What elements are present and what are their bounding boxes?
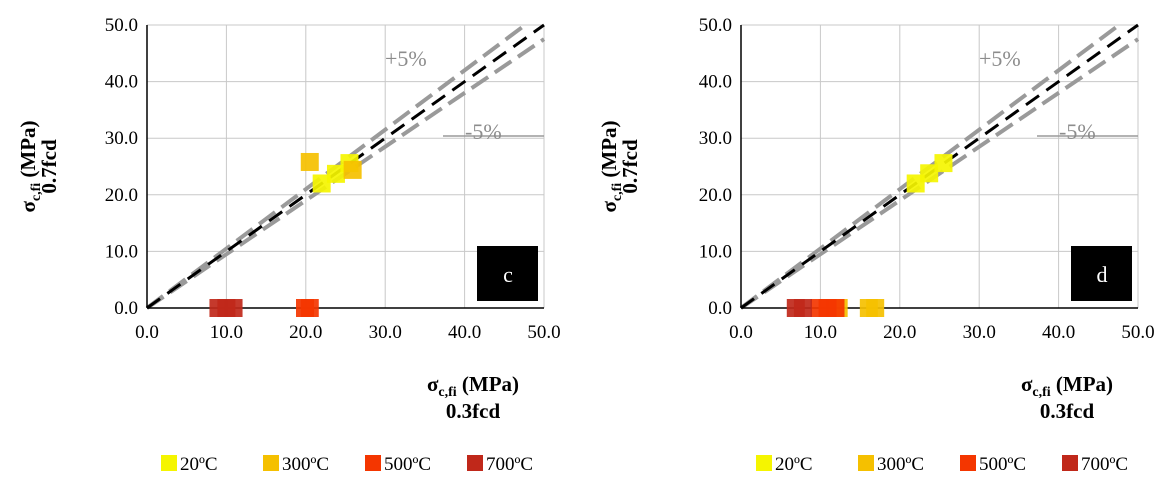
y-axis-title-subscript: c,fi [29,183,44,201]
plus-5-percent-label: +5% [385,46,427,71]
x-tick-label: 50.0 [1121,322,1154,343]
x-axis-title-symbol: σ [1021,372,1033,396]
x-axis-title-subscript: c,fi [438,385,456,400]
legend-label: 20ºC [180,454,218,475]
equality-line [146,23,545,310]
legend-swatch [858,455,874,471]
minus-5-percent-label: -5% [465,119,502,144]
panel-label: c [503,262,513,287]
plus-5-percent-label: +5% [979,46,1021,71]
legend-label: 300ºC [877,454,924,475]
data-point-1 [343,160,362,179]
x-tick-label: 40.0 [448,322,481,343]
y-tick-label: 10.0 [699,241,732,262]
x-tick-label: 0.0 [135,322,159,343]
x-axis-title: σc,fi (MPa) [427,372,519,400]
x-tick-label: 20.0 [289,322,322,343]
data-point-0 [934,154,953,173]
data-point-1 [300,152,319,171]
x-tick-label: 40.0 [1042,322,1075,343]
x-axis-title-unit: (MPa) [1051,372,1113,396]
panel-label-box [477,246,538,301]
legend-swatch [756,455,772,471]
legend-swatch [161,455,177,471]
x-tick-label: 10.0 [210,322,243,343]
y-tick-label: 30.0 [699,128,732,149]
y-axis-title-line2: 0.7fcd [37,139,61,194]
chart-panel-d: +5% -5% 0.0 10.0 20.0 30.0 40.0 50.0 0.0 10.0 20.0… [581,0,1162,477]
x-tick-label: 0.0 [729,322,753,343]
y-tick-label: 10.0 [105,241,138,262]
x-axis-title-subscript: c,fi [1032,385,1050,400]
chart-d: +5% -5% 0.0 10.0 20.0 30.0 40.0 50.0 0.0 10.0 20.0… [597,15,1155,475]
y-axis-title: σc,fi (MPa) [16,120,44,212]
y-tick-label: 0.0 [708,298,732,319]
x-axis-title: σc,fi (MPa) [1021,372,1113,400]
data-point-2 [826,299,845,317]
data-point-2 [300,299,319,317]
panel-label-box [1071,246,1132,301]
legend-label: 20ºC [775,454,813,475]
panel-label: d [1097,262,1108,287]
legend-swatch [1062,455,1078,471]
legend-swatch [960,455,976,471]
data-point-0 [312,174,331,193]
x-tick-label: 10.0 [804,322,837,343]
legend-label: 500ºC [979,454,1026,475]
x-tick-label: 30.0 [369,322,402,343]
y-axis-title-unit: (MPa) [16,120,40,182]
x-axis-title-symbol: σ [427,372,439,396]
legend-swatch [467,455,483,471]
y-axis-title-symbol: σ [16,201,40,213]
y-tick-label: 30.0 [105,128,138,149]
legend-label: 700ºC [1081,454,1128,475]
gridlines [740,24,1139,309]
x-tick-label: 30.0 [963,322,996,343]
equality-line [740,23,1139,310]
y-tick-label: 40.0 [699,72,732,93]
legend-label: 700ºC [486,454,533,475]
y-tick-label: 0.0 [114,298,138,319]
data-point-3 [224,299,243,317]
data-point-3 [793,299,812,317]
x-tick-label: 50.0 [527,322,560,343]
data-point-0 [920,164,939,183]
y-tick-label: 40.0 [105,72,138,93]
x-axis-title-line2: 0.3fcd [446,399,501,423]
legend-swatch [263,455,279,471]
x-axis-title-line2: 0.3fcd [1040,399,1095,423]
y-axis-title-symbol: σ [597,201,621,213]
y-tick-label: 50.0 [105,15,138,36]
legend-label: 300ºC [282,454,329,475]
y-tick-label: 20.0 [699,185,732,206]
legend: 20ºC 300ºC 500ºC 700ºC [756,454,1128,475]
y-axis-title-line2: 0.7fcd [618,139,642,194]
y-tick-label: 20.0 [105,185,138,206]
data-point-1 [866,299,885,317]
x-axis-title-unit: (MPa) [457,372,519,396]
chart-c: +5% -5% 0.0 10.0 20.0 30.0 40.0 50.0 0.0 10.0 20.0… [16,15,561,475]
legend-swatch [365,455,381,471]
legend: 20ºC 300ºC 500ºC 700ºC [161,454,533,475]
y-axis-title: σc,fi (MPa) [597,120,625,212]
minus-5-percent-line [739,37,1140,310]
minus-5-percent-label: -5% [1059,119,1096,144]
y-axis-title-subscript: c,fi [610,183,625,201]
legend-label: 500ºC [384,454,431,475]
x-tick-label: 20.0 [883,322,916,343]
y-tick-label: 50.0 [699,15,732,36]
y-axis-title-unit: (MPa) [597,120,621,182]
chart-panel-c: +5% -5% 0.0 10.0 20.0 30.0 40.0 50.0 0.0 10.0 20.0… [16,15,561,475]
